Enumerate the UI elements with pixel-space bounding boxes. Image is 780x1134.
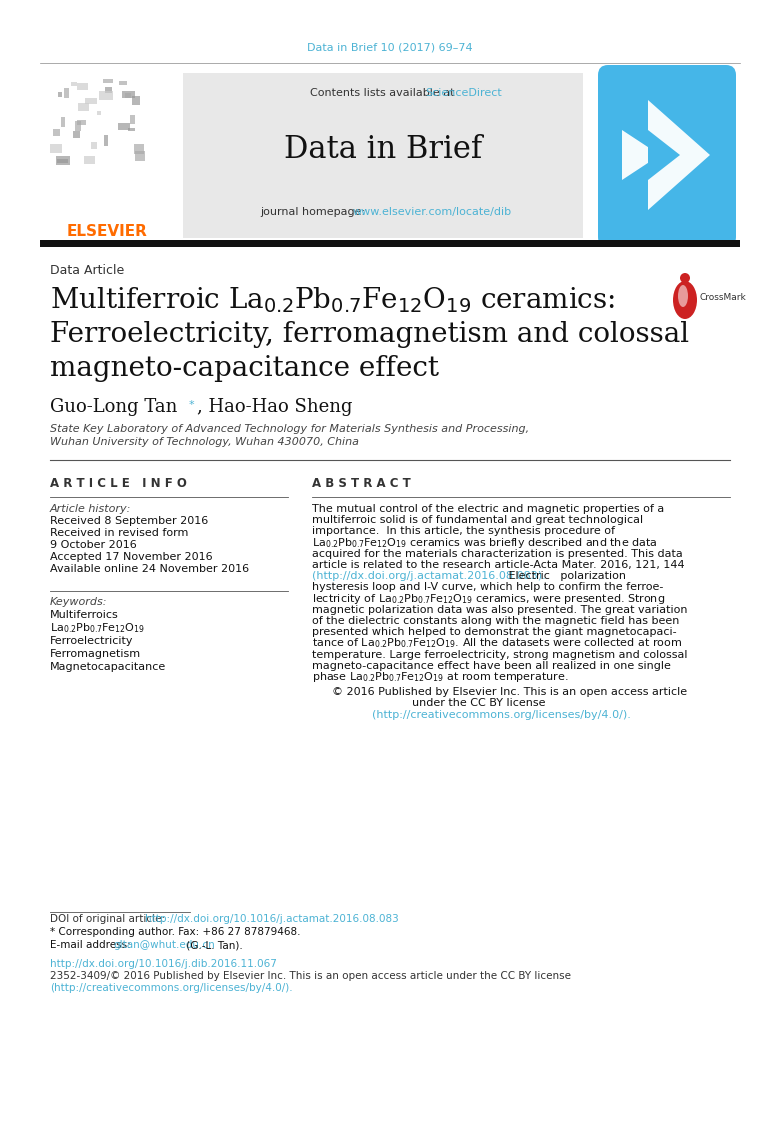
Polygon shape (648, 130, 680, 180)
Text: Wuhan University of Technology, Wuhan 430070, China: Wuhan University of Technology, Wuhan 43… (50, 437, 359, 447)
Bar (135, 151, 144, 161)
Text: Data in Brief: Data in Brief (284, 135, 482, 166)
Text: http://dx.doi.org/10.1016/j.dib.2016.11.067: http://dx.doi.org/10.1016/j.dib.2016.11.… (50, 959, 277, 968)
Text: Ferroelectricity: Ferroelectricity (50, 636, 133, 646)
Bar (122, 91, 135, 99)
Bar (73, 132, 80, 138)
Text: DOI of original article:: DOI of original article: (50, 914, 168, 924)
Bar (57, 159, 69, 163)
Text: Data in Brief 10 (2017) 69–74: Data in Brief 10 (2017) 69–74 (307, 43, 473, 53)
Text: Electric   polarization: Electric polarization (498, 572, 626, 582)
Text: Accepted 17 November 2016: Accepted 17 November 2016 (50, 552, 213, 562)
Text: A R T I C L E   I N F O: A R T I C L E I N F O (50, 477, 187, 490)
Text: 9 October 2016: 9 October 2016 (50, 540, 136, 550)
Bar (76, 121, 80, 130)
Bar (132, 96, 140, 105)
Text: Received 8 September 2016: Received 8 September 2016 (50, 516, 208, 526)
Text: (G.-L. Tan).: (G.-L. Tan). (183, 940, 243, 950)
Text: under the CC BY license: under the CC BY license (412, 699, 545, 709)
Text: phase La$_{0.2}$Pb$_{0.7}$Fe$_{12}$O$_{19}$ at room temperature.: phase La$_{0.2}$Pb$_{0.7}$Fe$_{12}$O$_{1… (312, 670, 569, 684)
Polygon shape (622, 130, 660, 180)
Bar (103, 79, 113, 83)
Bar (77, 119, 86, 125)
Text: La$_{0.2}$Pb$_{0.7}$Fe$_{12}$O$_{19}$: La$_{0.2}$Pb$_{0.7}$Fe$_{12}$O$_{19}$ (50, 621, 145, 635)
Text: Ferromagnetism: Ferromagnetism (50, 649, 141, 659)
Text: Article history:: Article history: (50, 503, 131, 514)
Text: 2352-3409/© 2016 Published by Elsevier Inc. This is an open access article under: 2352-3409/© 2016 Published by Elsevier I… (50, 971, 571, 981)
Bar (105, 87, 112, 93)
Bar (128, 128, 135, 132)
Text: La$_{0.2}$Pb$_{0.7}$Fe$_{12}$O$_{19}$ ceramics was briefly described and the dat: La$_{0.2}$Pb$_{0.7}$Fe$_{12}$O$_{19}$ ce… (312, 535, 658, 550)
Text: acquired for the materials characterization is presented. This data: acquired for the materials characterizat… (312, 549, 682, 559)
Bar (61, 117, 66, 127)
Text: http://dx.doi.org/10.1016/j.actamat.2016.08.083: http://dx.doi.org/10.1016/j.actamat.2016… (145, 914, 399, 924)
Text: temperature. Large ferroelectricity, strong magnetism and colossal: temperature. Large ferroelectricity, str… (312, 650, 687, 660)
Bar (104, 135, 108, 146)
Text: A B S T R A C T: A B S T R A C T (312, 477, 411, 490)
Text: (http://creativecommons.org/licenses/by/4.0/).: (http://creativecommons.org/licenses/by/… (50, 983, 292, 993)
Text: presented which helped to demonstrat the giant magnetocapaci-: presented which helped to demonstrat the… (312, 627, 676, 637)
Text: CrossMark: CrossMark (700, 294, 746, 303)
Text: www.elsevier.com/locate/dib: www.elsevier.com/locate/dib (353, 208, 512, 217)
Text: ScienceDirect: ScienceDirect (425, 88, 502, 98)
Bar (83, 155, 95, 163)
Text: Keywords:: Keywords: (50, 596, 108, 607)
Bar (99, 91, 113, 100)
Text: Data Article: Data Article (50, 263, 124, 277)
Text: *: * (189, 400, 195, 411)
Bar (58, 92, 62, 98)
Text: E-mail address:: E-mail address: (50, 940, 134, 950)
Text: journal homepage:: journal homepage: (260, 208, 369, 217)
Text: magnetic polarization data was also presented. The great variation: magnetic polarization data was also pres… (312, 604, 687, 615)
Text: hysteresis loop and I-V curve, which help to confirm the ferroe-: hysteresis loop and I-V curve, which hel… (312, 583, 663, 592)
Bar (119, 122, 130, 129)
Bar (183, 73, 583, 238)
Bar (133, 144, 144, 154)
Text: (http://dx.doi.org/j.actamat.2016.08.083).: (http://dx.doi.org/j.actamat.2016.08.083… (312, 572, 546, 582)
Text: Magnetocapacitance: Magnetocapacitance (50, 662, 166, 672)
Text: Multiferroic La$_{0.2}$Pb$_{0.7}$Fe$_{12}$O$_{19}$ ceramics:: Multiferroic La$_{0.2}$Pb$_{0.7}$Fe$_{12… (50, 285, 615, 315)
Text: Guo-Long Tan: Guo-Long Tan (50, 398, 177, 416)
Text: © 2016 Published by Elsevier Inc. This is an open access article: © 2016 Published by Elsevier Inc. This i… (332, 687, 687, 697)
Bar (71, 82, 77, 86)
Text: Available online 24 November 2016: Available online 24 November 2016 (50, 564, 249, 574)
Bar (77, 83, 88, 90)
Text: , Hao-Hao Sheng: , Hao-Hao Sheng (197, 398, 353, 416)
Text: multiferroic solid is of fundamental and great technological: multiferroic solid is of fundamental and… (312, 515, 644, 525)
Bar (85, 98, 98, 104)
Text: gltan@whut.edu.cn: gltan@whut.edu.cn (113, 940, 214, 950)
Circle shape (680, 273, 690, 284)
Bar (129, 116, 135, 124)
Text: Multiferroics: Multiferroics (50, 610, 119, 620)
Text: magneto-capacitance effect have been all realized in one single: magneto-capacitance effect have been all… (312, 661, 671, 671)
Text: (http://creativecommons.org/licenses/by/4.0/).: (http://creativecommons.org/licenses/by/… (372, 710, 631, 720)
Text: Received in revised form: Received in revised form (50, 528, 189, 538)
Bar (51, 144, 62, 153)
Text: State Key Laboratory of Advanced Technology for Materials Synthesis and Processi: State Key Laboratory of Advanced Technol… (50, 424, 529, 434)
Polygon shape (648, 100, 710, 210)
Text: article is related to the research article-Acta Mater. 2016, 121, 144: article is related to the research artic… (312, 560, 685, 570)
Text: Ferroelectricity, ferromagnetism and colossal: Ferroelectricity, ferromagnetism and col… (50, 321, 689, 348)
Bar (91, 142, 97, 149)
Text: magneto-capacitance effect: magneto-capacitance effect (50, 355, 439, 382)
Bar (125, 93, 131, 98)
Text: Contents lists available at: Contents lists available at (310, 88, 458, 98)
Bar (119, 82, 127, 85)
Bar (53, 129, 60, 136)
Ellipse shape (678, 285, 688, 307)
Text: The mutual control of the electric and magnetic properties of a: The mutual control of the electric and m… (312, 503, 665, 514)
Text: of the dielectric constants along with the magnetic field has been: of the dielectric constants along with t… (312, 616, 679, 626)
Bar (56, 155, 69, 166)
Bar (78, 103, 89, 111)
Bar (40, 240, 740, 247)
Text: * Corresponding author. Fax: +86 27 87879468.: * Corresponding author. Fax: +86 27 8787… (50, 926, 300, 937)
Text: importance.  In this article, the synthesis procedure of: importance. In this article, the synthes… (312, 526, 615, 536)
Text: tance of La$_{0.2}$Pb$_{0.7}$Fe$_{12}$O$_{19}$. All the datasets were collected : tance of La$_{0.2}$Pb$_{0.7}$Fe$_{12}$O$… (312, 636, 682, 650)
Text: lectricity of La$_{0.2}$Pb$_{0.7}$Fe$_{12}$O$_{19}$ ceramics, were presented. St: lectricity of La$_{0.2}$Pb$_{0.7}$Fe$_{1… (312, 592, 665, 606)
Ellipse shape (673, 281, 697, 319)
Bar (64, 88, 69, 99)
Text: ELSEVIER: ELSEVIER (66, 225, 147, 239)
Bar (97, 111, 101, 116)
FancyBboxPatch shape (598, 65, 736, 247)
